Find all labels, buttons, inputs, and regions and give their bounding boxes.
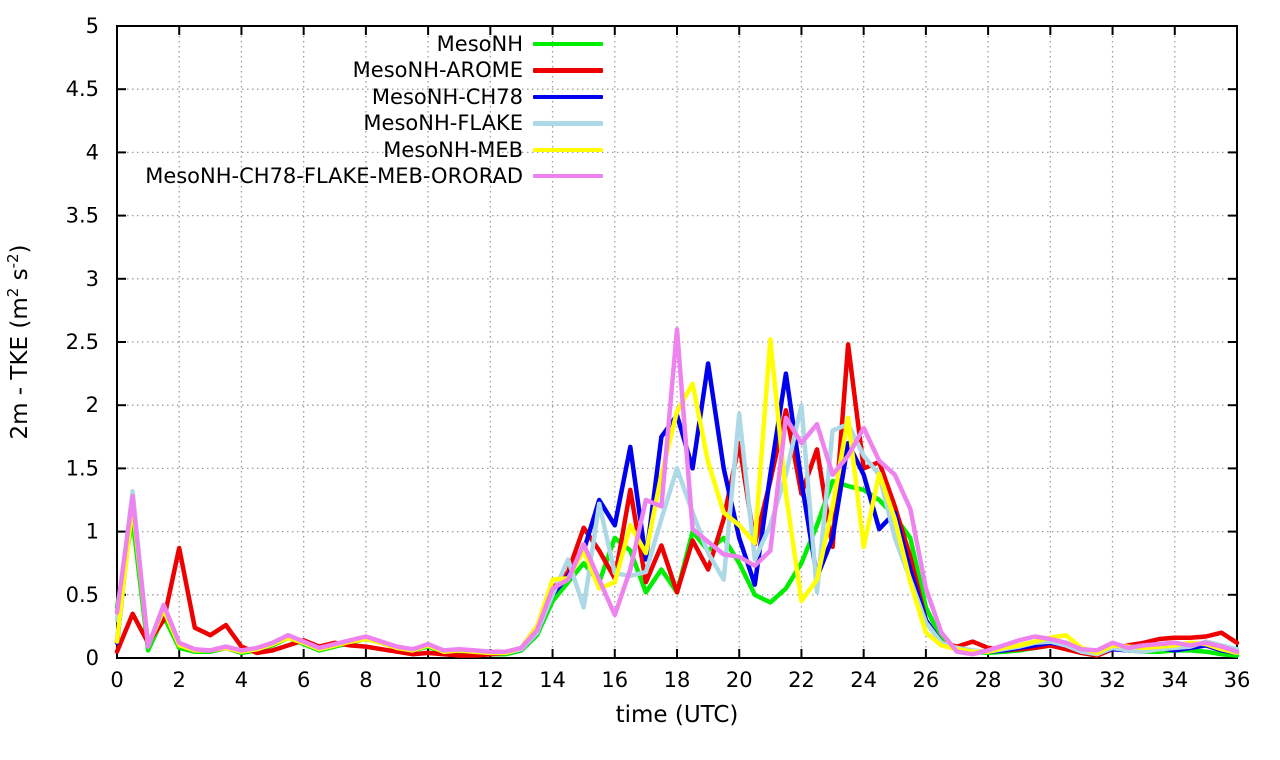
- y-axis-title: 2m - TKE (m2 s-2): [4, 244, 33, 439]
- y-tick-label: 0.5: [66, 583, 99, 607]
- x-tick-label: 8: [359, 668, 372, 692]
- series-line-MesoNH-CH78-FLAKE-MEB-ORORAD: [114, 327, 1240, 657]
- legend-label: MesoNH: [436, 32, 523, 56]
- x-tick-label: 22: [788, 668, 815, 692]
- legend-label: MesoNH-FLAKE: [363, 111, 523, 136]
- x-tick-label: 28: [975, 668, 1002, 692]
- x-tick-label: 26: [913, 668, 940, 692]
- legend-line-swatch: [533, 41, 603, 47]
- x-tick-label: 14: [539, 668, 566, 692]
- legend-item: MesoNH-AROME: [145, 57, 603, 83]
- x-tick-label: 16: [601, 668, 628, 692]
- x-tick-label: 10: [415, 668, 442, 692]
- legend-label: MesoNH-AROME: [352, 58, 523, 83]
- y-tick-label: 4.5: [66, 77, 99, 101]
- x-tick-label: 6: [297, 668, 310, 692]
- y-tick-label: 4: [86, 140, 99, 164]
- legend-item: MesoNH-FLAKE: [145, 110, 603, 136]
- legend-item: MesoNH-CH78: [145, 84, 603, 110]
- x-tick-label: 0: [110, 668, 123, 692]
- legend-item: MesoNH-MEB: [145, 137, 603, 163]
- y-tick-label: 3: [86, 267, 99, 291]
- x-tick-label: 12: [477, 668, 504, 692]
- legend-label: MesoNH-CH78-FLAKE-MEB-ORORAD: [145, 163, 523, 188]
- x-tick-label: 24: [850, 668, 877, 692]
- x-tick-label: 30: [1037, 668, 1064, 692]
- x-tick-label: 36: [1224, 668, 1251, 692]
- legend-line-swatch: [533, 68, 603, 73]
- y-tick-label: 1: [86, 520, 99, 544]
- legend-line-swatch: [533, 147, 603, 152]
- legend: MesoNH MesoNH-AROME MesoNH-CH78 MesoNH-FLAK…: [145, 31, 603, 189]
- y-tick-label: 0: [86, 646, 99, 670]
- legend-line-swatch: [533, 94, 603, 100]
- x-tick-label: 4: [235, 668, 248, 692]
- legend-item: MesoNH-CH78-FLAKE-MEB-ORORAD: [145, 163, 603, 189]
- legend-line-swatch: [533, 173, 603, 179]
- legend-label: MesoNH-CH78: [371, 84, 523, 109]
- y-tick-label: 2: [86, 393, 99, 417]
- y-tick-label: 5: [86, 14, 99, 38]
- x-axis-title: time (UTC): [616, 702, 739, 728]
- x-tick-label: 18: [664, 668, 691, 692]
- legend-line-swatch: [533, 121, 603, 126]
- x-tick-label: 2: [173, 668, 186, 692]
- y-tick-label: 1.5: [66, 456, 99, 480]
- legend-item: MesoNH: [145, 31, 603, 57]
- legend-label: MesoNH-MEB: [383, 137, 523, 162]
- x-tick-label: 32: [1099, 668, 1126, 692]
- y-tick-label: 3.5: [66, 204, 99, 228]
- x-tick-label: 20: [726, 668, 753, 692]
- y-tick-label: 2.5: [66, 330, 99, 354]
- x-tick-label: 34: [1161, 668, 1188, 692]
